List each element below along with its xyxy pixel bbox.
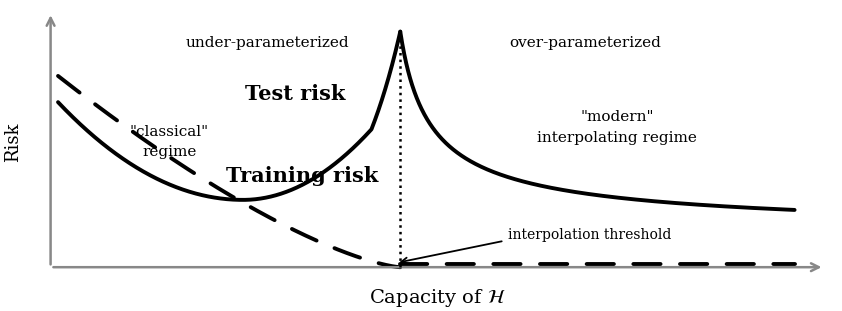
Text: Capacity of $\mathcal{H}$: Capacity of $\mathcal{H}$ (369, 287, 506, 309)
Text: Risk: Risk (4, 123, 23, 162)
Text: Test risk: Test risk (245, 84, 345, 104)
Text: over-parameterized: over-parameterized (509, 36, 662, 50)
Text: interpolation threshold: interpolation threshold (508, 228, 672, 242)
Text: under-parameterized: under-parameterized (185, 36, 349, 50)
Text: "classical"
regime: "classical" regime (130, 125, 209, 160)
Text: "modern"
interpolating regime: "modern" interpolating regime (537, 110, 697, 145)
Text: Training risk: Training risk (226, 166, 379, 186)
